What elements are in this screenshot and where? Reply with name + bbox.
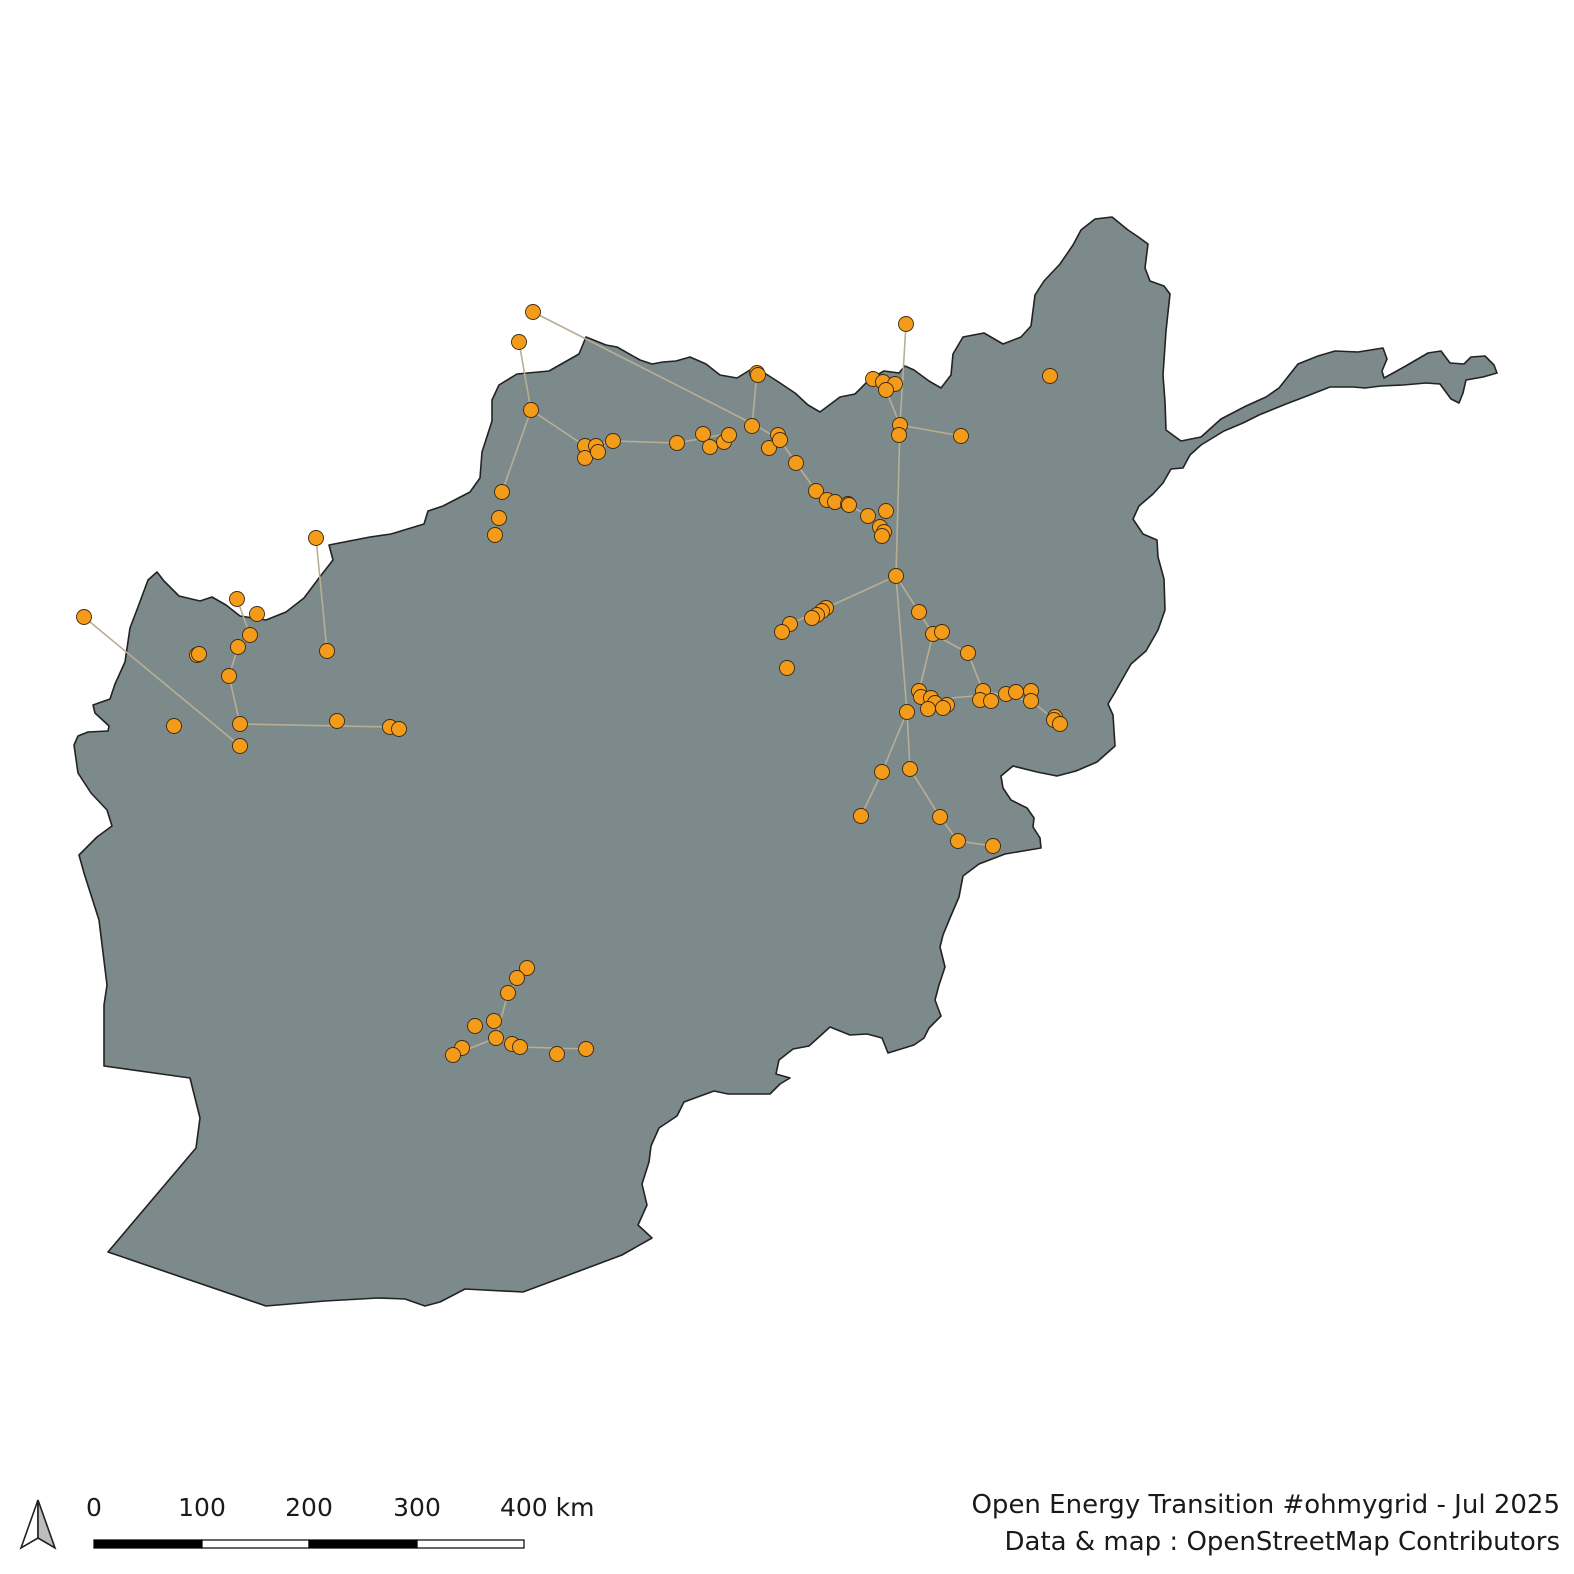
substations	[76, 304, 1068, 1063]
substation-marker	[935, 700, 951, 716]
scale-label: 0	[86, 1493, 102, 1522]
transmission-line	[918, 633, 934, 692]
substation-marker	[1052, 716, 1068, 732]
substation-marker	[232, 716, 248, 732]
substation-marker	[229, 591, 245, 607]
substation-marker	[695, 426, 711, 442]
substation-marker	[888, 568, 904, 584]
substation-marker	[511, 334, 527, 350]
substation-marker	[230, 639, 246, 655]
transmission-line	[239, 723, 391, 728]
scale-label: 300	[393, 1493, 441, 1522]
substation-marker	[721, 427, 737, 443]
substation-marker	[774, 624, 790, 640]
transmission-line	[860, 323, 908, 817]
substation-marker	[1023, 693, 1039, 709]
substation-marker	[669, 435, 685, 451]
substation-marker	[488, 1030, 504, 1046]
substation-marker	[902, 761, 918, 777]
transmission-line	[315, 537, 328, 652]
substation-marker	[491, 510, 507, 526]
substation-marker	[577, 450, 593, 466]
substation-marker	[319, 643, 335, 659]
scale-bar: 0 100 200 300 400 km	[86, 1493, 595, 1549]
substation-marker	[494, 484, 510, 500]
substation-marker	[932, 809, 948, 825]
substation-marker	[242, 627, 258, 643]
substation-marker	[702, 439, 718, 455]
substation-marker	[750, 367, 766, 383]
substation-marker	[960, 645, 976, 661]
substation-marker	[841, 497, 857, 513]
substation-marker	[985, 838, 1001, 854]
substation-marker	[953, 428, 969, 444]
substation-marker	[519, 960, 535, 976]
substation-marker	[509, 970, 525, 986]
scale-segment	[93, 1539, 203, 1549]
substation-marker	[779, 660, 795, 676]
substation-marker	[166, 718, 182, 734]
scale-label: 100	[178, 1493, 226, 1522]
substation-marker	[860, 508, 876, 524]
substation-marker	[920, 701, 936, 717]
substation-marker	[578, 1041, 594, 1057]
substation-marker	[308, 530, 324, 546]
substation-marker	[891, 427, 907, 443]
substation-marker	[525, 304, 541, 320]
substation-marker	[391, 721, 407, 737]
substation-marker	[804, 610, 820, 626]
substation-marker	[249, 606, 265, 622]
substation-marker	[983, 693, 999, 709]
scale-segment	[201, 1539, 310, 1549]
credit-line-1: Open Energy Transition #ohmygrid - Jul 2…	[971, 1490, 1560, 1520]
substation-marker	[874, 528, 890, 544]
substation-marker	[605, 433, 621, 449]
substation-marker	[512, 1039, 528, 1055]
substation-marker	[899, 704, 915, 720]
substation-marker	[772, 432, 788, 448]
substation-marker	[232, 738, 248, 754]
substation-marker	[934, 624, 950, 640]
scale-label: 400 km	[500, 1493, 595, 1522]
substation-marker	[221, 668, 237, 684]
substation-marker	[487, 527, 503, 543]
substation-marker	[827, 494, 843, 510]
substation-marker	[590, 444, 606, 460]
substation-marker	[329, 713, 345, 729]
scale-label: 200	[285, 1493, 333, 1522]
substation-marker	[761, 440, 777, 456]
transmission-line	[83, 616, 241, 747]
substation-marker	[500, 985, 516, 1001]
substation-marker	[878, 382, 894, 398]
substation-marker	[486, 1013, 502, 1029]
country-outline	[73, 216, 1498, 1307]
substation-marker	[76, 609, 92, 625]
substation-marker	[549, 1046, 565, 1062]
substation-marker	[898, 316, 914, 332]
substation-marker	[523, 402, 539, 418]
substation-marker	[788, 455, 804, 471]
substation-marker	[808, 483, 824, 499]
scale-segment	[416, 1539, 525, 1549]
substation-marker	[950, 833, 966, 849]
substation-marker	[853, 808, 869, 824]
substation-marker	[744, 418, 760, 434]
substation-marker	[191, 646, 207, 662]
substation-marker	[467, 1018, 483, 1034]
north-arrow-icon	[19, 1499, 57, 1550]
credit-line-2: Data & map : OpenStreetMap Contributors	[1004, 1527, 1560, 1557]
substation-marker	[445, 1047, 461, 1063]
substation-marker	[911, 604, 927, 620]
substation-marker	[1042, 368, 1058, 384]
scale-segment	[308, 1539, 418, 1549]
substation-marker	[878, 503, 894, 519]
substation-marker	[874, 764, 890, 780]
substation-marker	[1008, 684, 1024, 700]
